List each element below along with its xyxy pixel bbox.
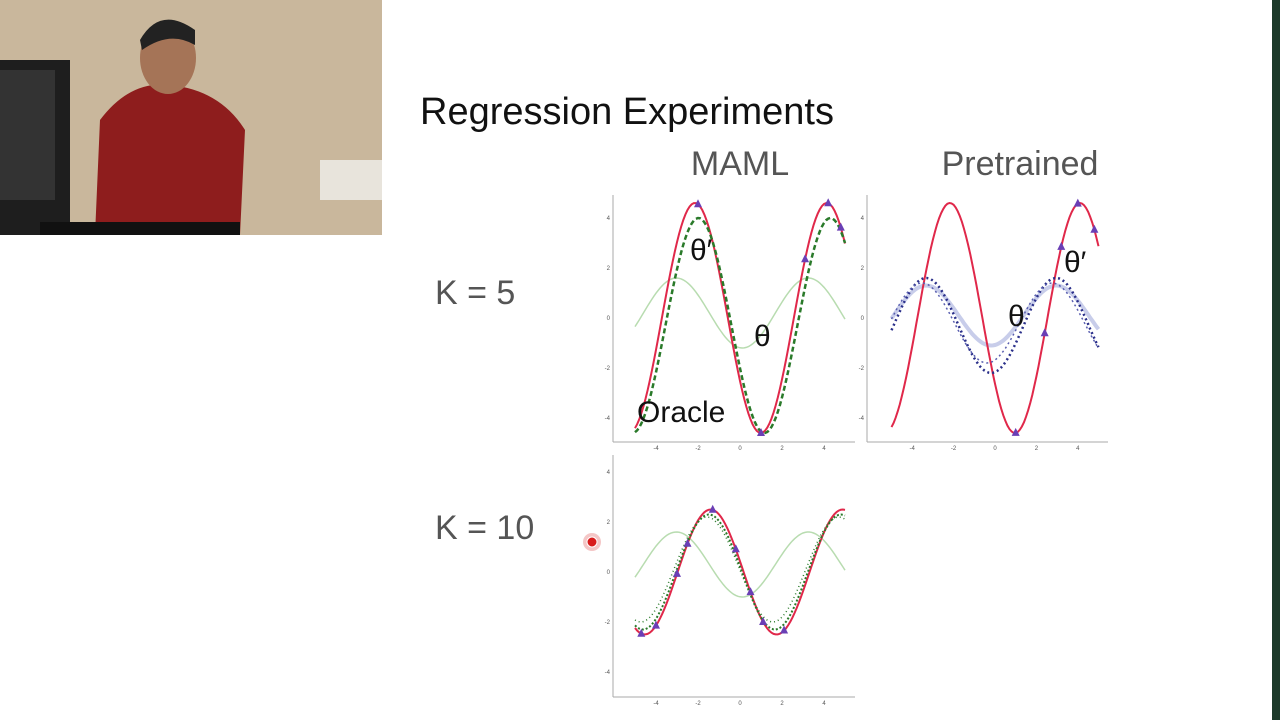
y-tick-label: -4 <box>605 416 611 422</box>
sample-marker <box>824 198 833 207</box>
column-header: MAML <box>691 145 789 183</box>
sample-marker <box>757 427 765 436</box>
x-tick-label: -4 <box>653 446 659 452</box>
cursor <box>586 536 598 548</box>
sample-marker <box>1073 198 1082 207</box>
sample-marker <box>694 199 702 208</box>
x-tick-label: 2 <box>1035 446 1039 452</box>
row-label: K = 10 <box>435 509 534 547</box>
sample-marker <box>1040 328 1049 337</box>
annotation: θ′ <box>1064 246 1087 279</box>
sample-marker <box>673 568 681 577</box>
annotation: θ <box>1008 300 1025 333</box>
y-tick-label: 0 <box>861 316 865 322</box>
webcam-feed <box>0 0 382 235</box>
curve <box>634 508 846 636</box>
curve <box>634 516 846 623</box>
x-tick-label: -2 <box>695 701 701 707</box>
curve <box>890 276 1100 375</box>
x-tick-label: 2 <box>780 446 784 452</box>
sample-marker <box>637 628 646 637</box>
y-tick-label: 4 <box>607 216 611 222</box>
sample-marker <box>1090 224 1099 233</box>
sample-marker <box>746 587 755 596</box>
y-tick-label: 2 <box>607 520 611 526</box>
slide-title: Regression Experiments <box>420 91 834 133</box>
curve <box>634 202 846 435</box>
x-tick-label: -2 <box>951 446 957 452</box>
x-tick-label: -2 <box>695 446 701 452</box>
y-tick-label: 4 <box>607 470 611 476</box>
y-tick-label: -4 <box>605 670 611 676</box>
y-tick-label: -2 <box>859 366 865 372</box>
curve <box>634 513 846 631</box>
column-header: Pretrained <box>942 145 1099 183</box>
sample-marker <box>652 620 660 629</box>
row-label: K = 5 <box>435 274 515 312</box>
y-tick-label: -2 <box>605 620 611 626</box>
x-tick-label: 4 <box>1076 446 1080 452</box>
x-tick-label: 4 <box>822 701 826 707</box>
curve <box>890 201 1100 434</box>
sample-marker <box>780 625 789 634</box>
x-tick-label: -4 <box>653 701 659 707</box>
sample-marker <box>1057 241 1066 250</box>
sample-marker <box>759 617 768 626</box>
annotation: θ′ <box>690 234 713 267</box>
y-tick-label: 2 <box>607 266 611 272</box>
sample-marker <box>731 544 740 553</box>
y-tick-label: 2 <box>861 266 865 272</box>
x-tick-label: 2 <box>780 701 784 707</box>
edge-strip <box>1272 0 1280 720</box>
curve <box>889 283 1101 348</box>
x-tick-label: 0 <box>738 701 742 707</box>
y-tick-label: 4 <box>861 216 865 222</box>
y-tick-label: 0 <box>607 316 611 322</box>
sample-marker <box>801 254 810 263</box>
annotation: θ <box>754 320 771 353</box>
curve <box>634 216 847 435</box>
plots: 4 2 0 -2 -4 -4 -2 0 2 4 4 2 0 -2 -4 -4 -2 0 2 4 4 2 0 -2 -4 -4 -2 0… <box>605 195 1108 707</box>
x-tick-label: 0 <box>993 446 997 452</box>
y-tick-label: 0 <box>607 570 611 576</box>
curve <box>890 282 1100 364</box>
curve <box>634 531 846 598</box>
sample-marker <box>708 504 717 513</box>
x-tick-label: 4 <box>822 446 826 452</box>
sample-marker <box>1011 427 1020 436</box>
x-tick-label: 0 <box>738 446 742 452</box>
y-tick-label: -4 <box>859 416 865 422</box>
annotation: Oracle <box>637 396 725 429</box>
sample-marker <box>683 538 692 547</box>
sample-marker <box>836 222 845 231</box>
x-tick-label: -4 <box>910 446 916 452</box>
y-tick-label: -2 <box>605 366 611 372</box>
